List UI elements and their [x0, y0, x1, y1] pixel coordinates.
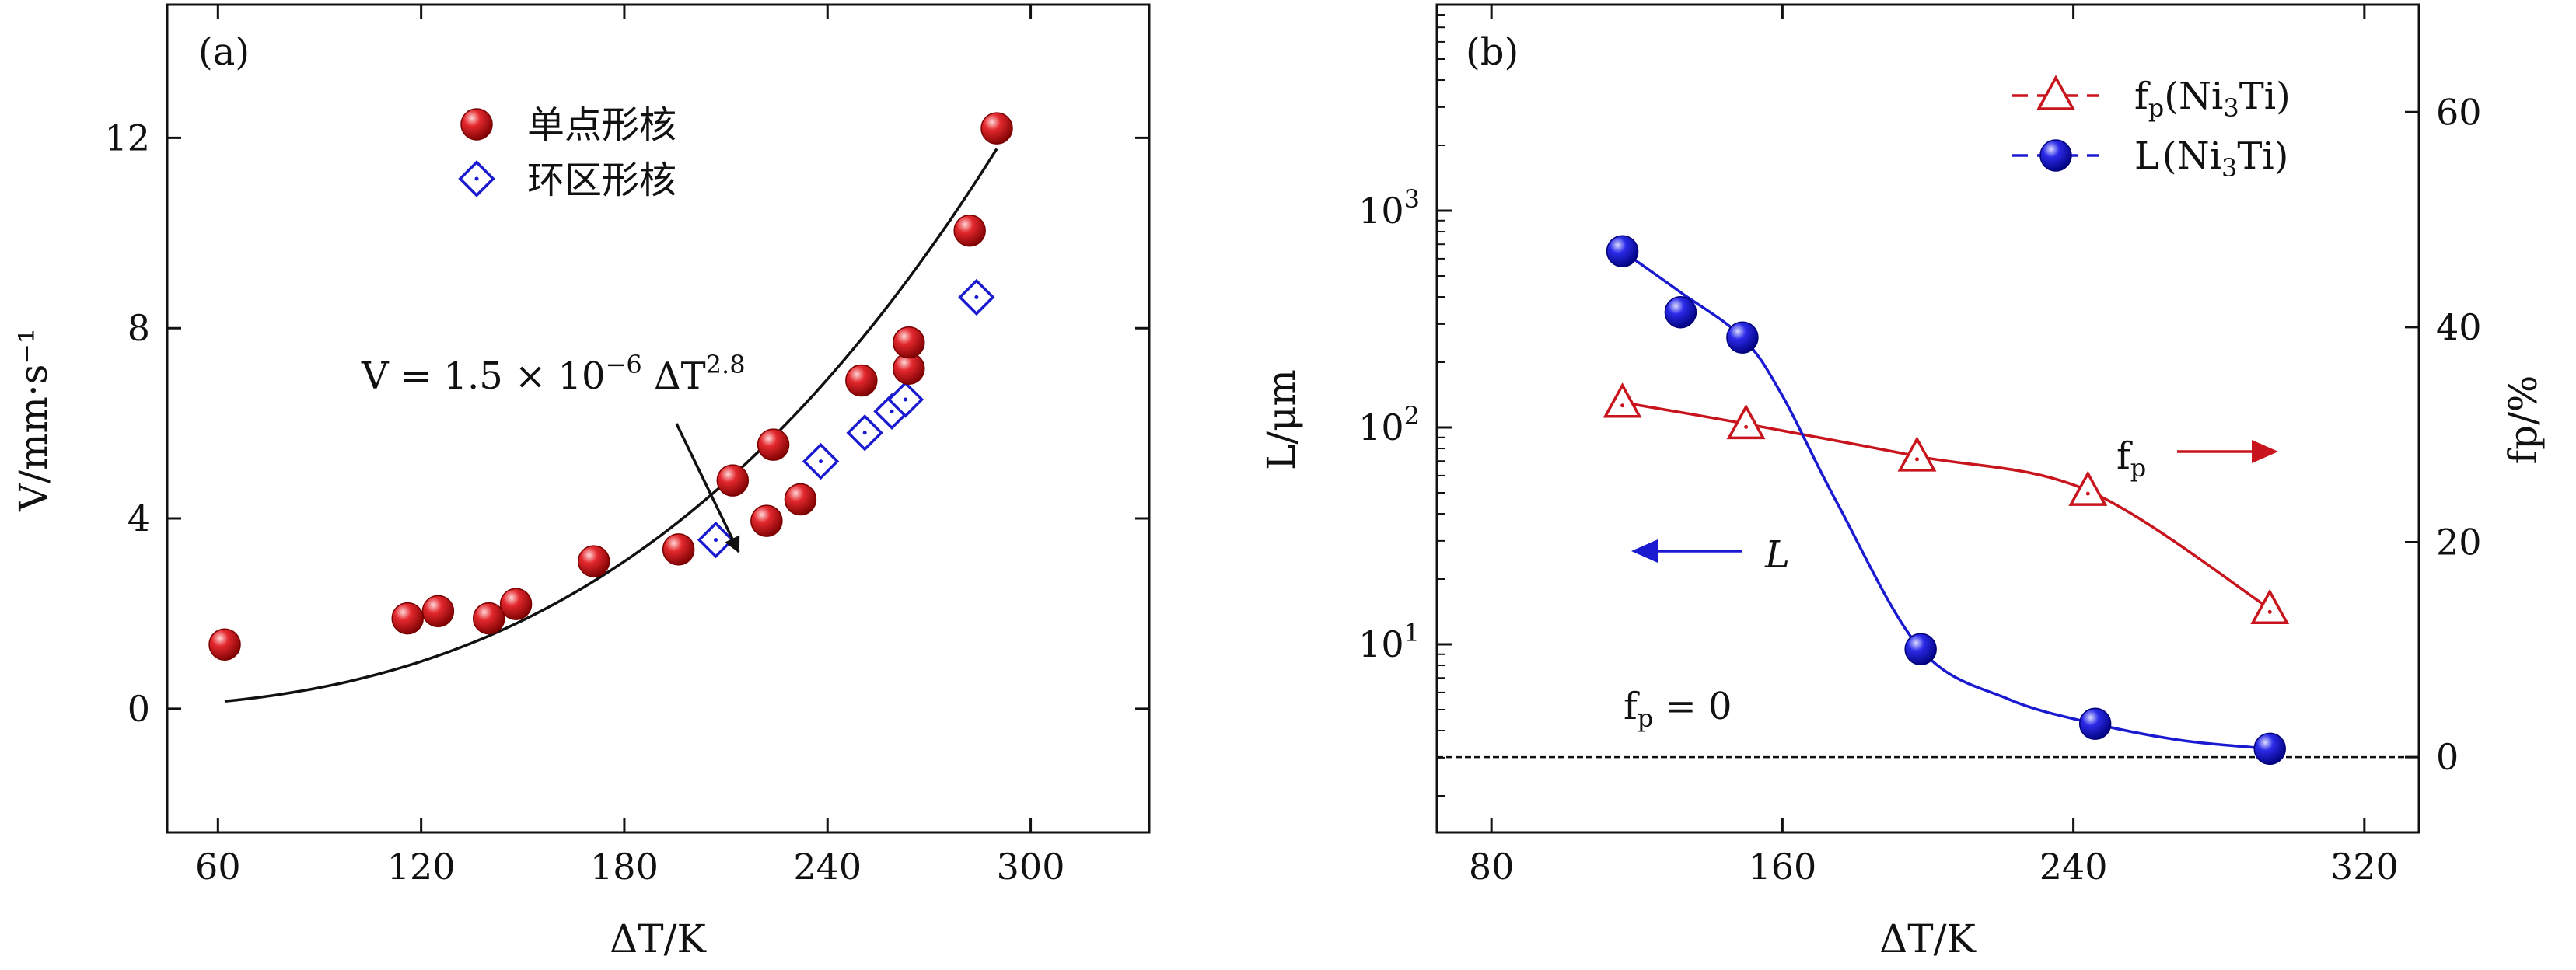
- ring-nucleation-point: [802, 442, 840, 480]
- single-nucleation-point: [893, 326, 925, 359]
- right-tick-label-b: 40: [2436, 306, 2482, 348]
- l-point: [2078, 707, 2112, 741]
- legend-label-single-nucleation: 单点形核: [527, 103, 676, 147]
- left-tick-label-b: 102: [1358, 401, 1420, 448]
- fp-point: [1897, 436, 1937, 472]
- y-ticks-a: 0 4 8 12: [104, 117, 1149, 730]
- y-tick-label-a: 12: [104, 117, 150, 159]
- left-tick-label-b: 103: [1358, 184, 1420, 232]
- single-nucleation-point: [421, 595, 455, 628]
- annotation-baseline: fp = 0: [1624, 685, 1732, 733]
- l-point: [1904, 633, 1937, 665]
- x-tick-label-b: 80: [1469, 846, 1515, 888]
- x-tick-label-a: 60: [195, 846, 241, 888]
- chart-panel-b: (b) 80 160 240 320 103 102 101 0 20 40 60 fp(Ni3…: [1259, 3, 2546, 961]
- right-tick-label-b: 20: [2436, 522, 2482, 564]
- fp-point: [1726, 403, 1766, 440]
- legend-b: fp(Ni3Ti) L(Ni3Ti): [2012, 75, 2291, 183]
- fit-curve-a: [224, 148, 998, 703]
- single-nucleation-point: [845, 364, 878, 397]
- x-tick-label-a: 300: [997, 846, 1065, 888]
- ring-nucleation-point: [886, 381, 924, 418]
- data-points-a: [208, 112, 1013, 661]
- right-tick-label-b: 60: [2436, 91, 2482, 133]
- single-nucleation-point: [980, 112, 1013, 145]
- single-nucleation-point: [662, 533, 695, 566]
- x-tick-label-a: 120: [387, 846, 456, 888]
- fit-arrow: [675, 423, 740, 553]
- l-point: [1664, 295, 1697, 329]
- curve-l: [1621, 249, 2270, 751]
- legend-marker-single-nucleation: [460, 108, 493, 141]
- annotation-l: L: [1764, 533, 1790, 577]
- y-axis-title-left-b: L/μm: [1259, 369, 1304, 470]
- single-nucleation-point: [578, 545, 610, 577]
- l-point: [1726, 321, 1759, 354]
- right-tick-label-b: 0: [2436, 736, 2459, 778]
- left-tick-label-b: 101: [1358, 618, 1420, 665]
- x-tick-label-b: 320: [2330, 846, 2399, 888]
- fit-equation: V = 1.5 × 10−6 ΔT2.8: [361, 350, 746, 398]
- legend-a: 单点形核 环区形核: [458, 103, 676, 202]
- data-points-b: [1603, 235, 2290, 766]
- single-nucleation-point: [391, 602, 424, 635]
- x-tick-label-a: 240: [793, 846, 862, 888]
- x-tick-label-b: 160: [1748, 846, 1816, 888]
- x-ticks-b: 80 160 240 320: [1469, 5, 2399, 888]
- l-point: [1606, 235, 1639, 267]
- fp-point: [1603, 382, 1642, 418]
- ring-nucleation-point: [697, 521, 735, 559]
- panel-label-a: (a): [198, 30, 250, 74]
- ring-nucleation-point: [846, 414, 883, 452]
- plot-frame-a: [166, 3, 1151, 834]
- chart-panel-a: (a) 60 120 180 240 300 0 4 8 12 单点形核 环区形核 V = 1…: [11, 3, 1151, 961]
- fp-point: [2250, 588, 2290, 625]
- legend-label-l: L(Ni3Ti): [2134, 134, 2288, 183]
- y-tick-label-a: 8: [128, 307, 150, 349]
- y-axis-title-a: V/mm·s⁻¹: [11, 328, 56, 512]
- panel-label-b: (b): [1466, 30, 1519, 74]
- single-nucleation-point: [757, 428, 790, 461]
- single-nucleation-point: [716, 464, 750, 497]
- single-nucleation-point: [499, 588, 533, 620]
- y-tick-label-a: 4: [128, 497, 150, 539]
- ring-nucleation-point: [958, 278, 995, 316]
- legend-marker-ring-nucleation: [458, 160, 495, 197]
- single-nucleation-point: [208, 628, 241, 661]
- right-y-ticks-b: 0 20 40 60: [2405, 91, 2482, 778]
- annotation-fp: fp: [2116, 434, 2146, 483]
- single-nucleation-point: [750, 504, 783, 537]
- annotation-fp-arrowhead: [2252, 440, 2278, 463]
- single-nucleation-point: [953, 214, 986, 247]
- l-point: [2253, 732, 2286, 766]
- y-axis-title-right-b: fp/%: [2501, 375, 2546, 465]
- legend-label-fp: fp(Ni3Ti): [2134, 75, 2291, 123]
- annotation-l-arrowhead: [1631, 539, 1658, 563]
- legend-marker-l: [2039, 139, 2072, 172]
- left-y-ticks-b: 103 102 101: [1358, 14, 1452, 797]
- curve-fp: [1622, 401, 2271, 610]
- x-tick-label-b: 240: [2039, 846, 2108, 888]
- fp-point: [2068, 470, 2108, 506]
- y-tick-label-a: 0: [128, 688, 150, 730]
- plot-frame-b: [1435, 3, 2420, 834]
- x-tick-label-a: 180: [590, 846, 659, 888]
- legend-label-ring-nucleation: 环区形核: [527, 159, 676, 202]
- legend-marker-fp: [2036, 75, 2075, 110]
- x-ticks-a: 60 120 180 240 300: [195, 5, 1064, 888]
- single-nucleation-point: [472, 602, 505, 635]
- x-axis-title-a: ΔT/K: [610, 916, 707, 961]
- x-axis-title-b: ΔT/K: [1879, 916, 1977, 961]
- single-nucleation-point: [784, 483, 817, 516]
